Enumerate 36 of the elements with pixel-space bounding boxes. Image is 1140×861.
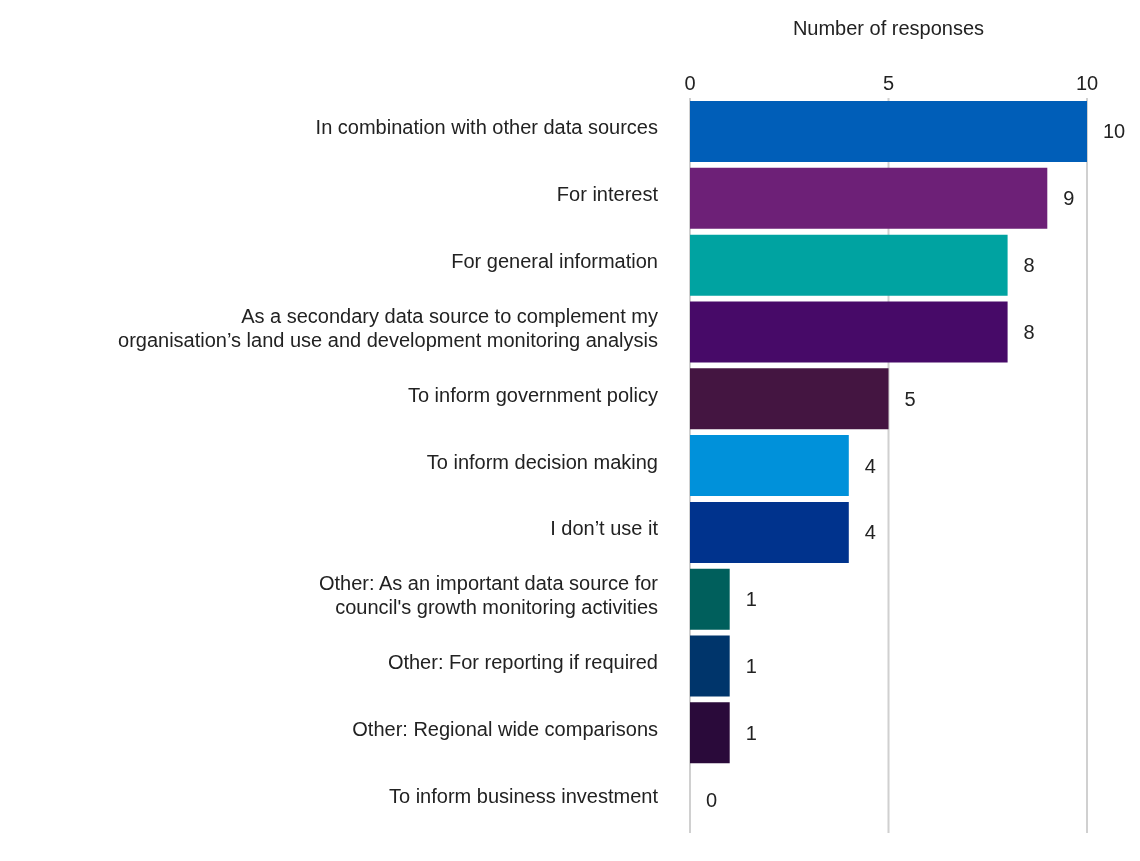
y-tick-label: Other: Regional wide comparisons — [352, 717, 658, 740]
data-label: 8 — [1023, 320, 1035, 343]
data-label: 4 — [864, 521, 876, 544]
data-label: 10 — [1103, 120, 1126, 143]
y-tick-label: In combination with other data sources — [315, 116, 658, 139]
bar — [690, 501, 849, 563]
data-label: 1 — [745, 588, 757, 611]
y-tick-label: To inform business investment — [388, 784, 659, 807]
bar — [690, 234, 1008, 296]
data-label: 9 — [1063, 187, 1075, 210]
data-label: 1 — [745, 721, 757, 744]
data-label: 0 — [706, 788, 718, 811]
y-tick-label: For general information — [451, 250, 658, 273]
bar — [690, 101, 1087, 162]
data-label: 5 — [904, 387, 916, 410]
x-tick-label: 0 — [684, 72, 696, 94]
x-axis-title: Number of responses — [792, 17, 985, 40]
x-tick-label: 5 — [882, 72, 895, 94]
bar — [690, 301, 1008, 363]
y-tick-label: I don’t use it — [550, 517, 659, 540]
data-label: 8 — [1023, 254, 1035, 277]
bar — [690, 435, 849, 497]
bar — [690, 635, 730, 697]
x-tick-label: 10 — [1075, 72, 1099, 94]
data-label: 1 — [745, 654, 757, 677]
y-tick-label: Other: As an important data source for council's growth monitoring activities — [318, 572, 659, 619]
bar — [690, 368, 889, 430]
y-tick-label: To inform decision making — [426, 450, 658, 473]
y-tick-label: As a secondary data source to complement my organisation’s land use and development monitoring analysis — [118, 304, 658, 351]
y-tick-label: For interest — [556, 183, 659, 206]
y-tick-label: Other: For reporting if required — [387, 650, 658, 673]
bar — [690, 702, 730, 764]
bar — [690, 167, 1048, 229]
data-label: 4 — [864, 454, 876, 477]
bar — [690, 568, 730, 630]
y-tick-label: To inform government policy — [407, 383, 658, 406]
